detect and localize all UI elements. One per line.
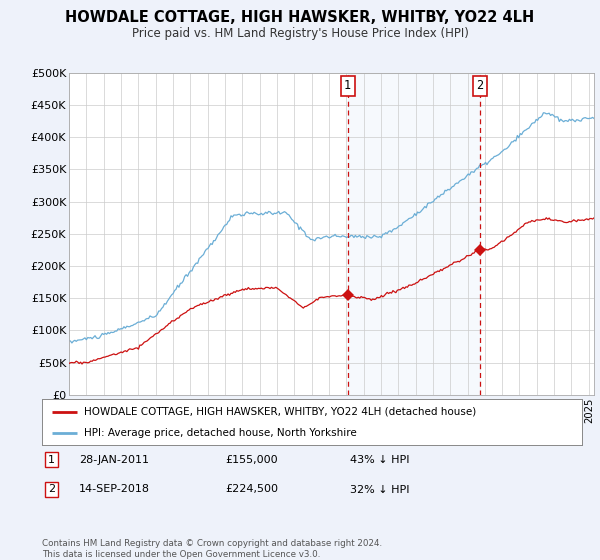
Bar bbox=[347, 73, 480, 395]
Text: HPI: Average price, detached house, North Yorkshire: HPI: Average price, detached house, Nort… bbox=[84, 428, 357, 438]
Text: 1: 1 bbox=[344, 80, 351, 92]
Text: 2: 2 bbox=[476, 80, 484, 92]
Text: Contains HM Land Registry data © Crown copyright and database right 2024.
This d: Contains HM Land Registry data © Crown c… bbox=[42, 539, 382, 559]
Text: 1: 1 bbox=[48, 455, 55, 465]
Text: HOWDALE COTTAGE, HIGH HAWSKER, WHITBY, YO22 4LH (detached house): HOWDALE COTTAGE, HIGH HAWSKER, WHITBY, Y… bbox=[84, 407, 476, 417]
Text: 43% ↓ HPI: 43% ↓ HPI bbox=[350, 455, 409, 465]
Text: 32% ↓ HPI: 32% ↓ HPI bbox=[350, 484, 409, 494]
Text: 14-SEP-2018: 14-SEP-2018 bbox=[79, 484, 150, 494]
Text: Price paid vs. HM Land Registry's House Price Index (HPI): Price paid vs. HM Land Registry's House … bbox=[131, 27, 469, 40]
Text: HOWDALE COTTAGE, HIGH HAWSKER, WHITBY, YO22 4LH: HOWDALE COTTAGE, HIGH HAWSKER, WHITBY, Y… bbox=[65, 10, 535, 25]
Text: £224,500: £224,500 bbox=[226, 484, 278, 494]
Text: £155,000: £155,000 bbox=[226, 455, 278, 465]
Text: 2: 2 bbox=[48, 484, 55, 494]
Text: 28-JAN-2011: 28-JAN-2011 bbox=[79, 455, 149, 465]
